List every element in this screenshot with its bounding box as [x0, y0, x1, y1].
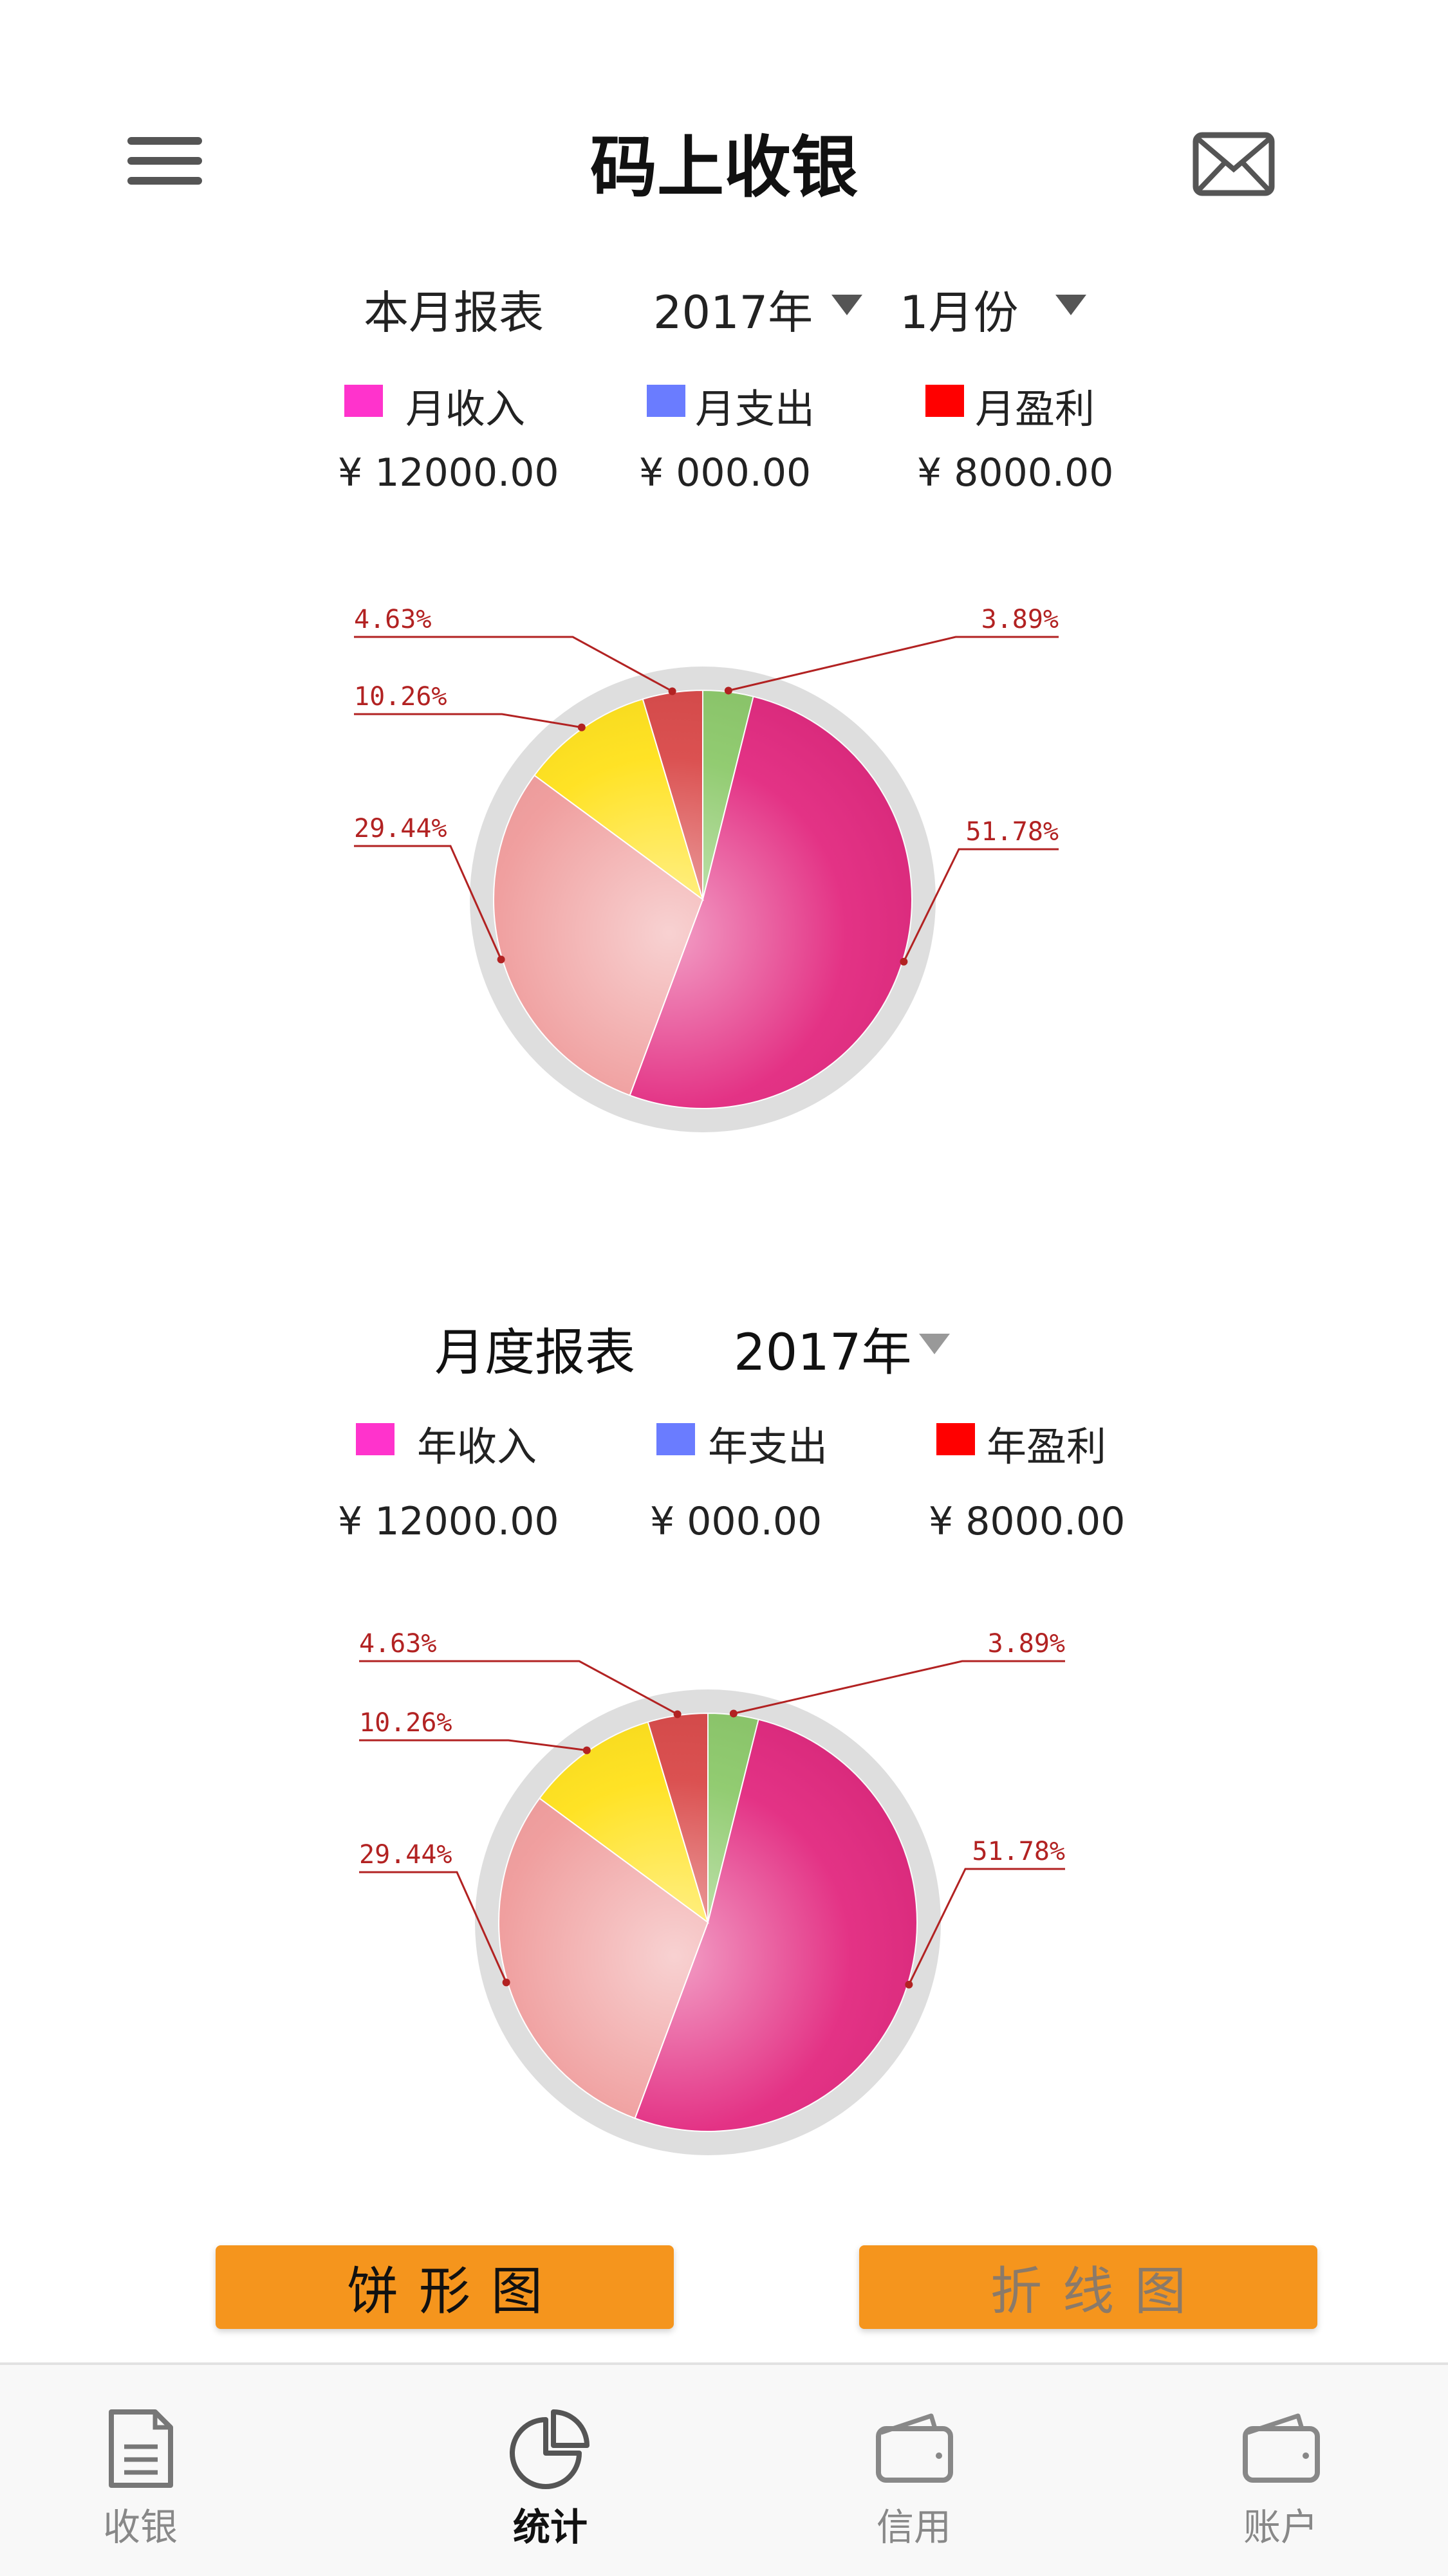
- legend-label-yearly-income: 年收入: [417, 1423, 537, 1470]
- month-dropdown-arrow-icon[interactable]: [1055, 295, 1086, 315]
- document-icon: [109, 2409, 173, 2488]
- pie-leader-arrow: [502, 1978, 510, 1987]
- pie-leader-line: [354, 636, 673, 692]
- yearly-profit-amount: ¥ 8000.00: [929, 1499, 1126, 1544]
- pie-leader-arrow: [729, 1709, 738, 1718]
- pie-leader-arrow: [905, 1980, 913, 1989]
- pie-chart-icon: [510, 2409, 589, 2489]
- tab-cashier[interactable]: 收银: [44, 2365, 237, 2576]
- pie-leader-arrow: [673, 1710, 682, 1718]
- year-dropdown-arrow-icon[interactable]: [831, 295, 862, 315]
- pie-percent-label: 3.89%: [988, 1629, 1065, 1659]
- tab-label: 统计: [512, 2505, 588, 2549]
- legend-swatch-profit: [925, 385, 964, 417]
- legend-swatch-income: [344, 385, 383, 417]
- pie-leader-line: [359, 1660, 678, 1715]
- pie-leader-line: [354, 713, 582, 729]
- pie-leader-arrow: [582, 1746, 591, 1754]
- wallet-icon: [1243, 2413, 1320, 2483]
- line-chart-button[interactable]: 折线图: [859, 2245, 1317, 2329]
- yearly-pie-chart: 3.89% 51.78% 29.44% 10.26% 4.63%: [359, 1629, 1066, 2155]
- legend-label-monthly-income: 月收入: [405, 385, 526, 432]
- year-select[interactable]: 2017年: [653, 286, 813, 339]
- pie-leader-line: [359, 1739, 587, 1752]
- pie-leader-line: [908, 1868, 1065, 1985]
- monthly-income-amount: ¥ 12000.00: [338, 450, 559, 495]
- pie-leader-arrow: [724, 686, 732, 695]
- page-title: 码上收银: [589, 128, 858, 207]
- pie-leader-line: [903, 848, 1059, 962]
- legend-swatch-year-expense: [656, 1423, 695, 1455]
- pie-percent-label: 29.44%: [354, 814, 447, 843]
- monthly-profit-amount: ¥ 8000.00: [917, 450, 1114, 495]
- pie-leader-line: [733, 1660, 1065, 1715]
- legend-label-monthly-profit: 月盈利: [975, 385, 1095, 432]
- tab-credit[interactable]: 信用: [817, 2365, 1010, 2576]
- bottom-tab-bar: 收银 统计 信用 账户: [0, 2362, 1448, 2576]
- pie-leader-line: [728, 636, 1059, 692]
- pie-leader-arrow: [497, 955, 505, 964]
- pie-leader-arrow: [668, 687, 676, 695]
- legend-swatch-year-income: [356, 1423, 394, 1455]
- tab-label: 收银: [102, 2505, 178, 2549]
- pie-leader-arrow: [577, 723, 586, 731]
- wallet-icon: [876, 2413, 953, 2483]
- pie-percent-label: 51.78%: [966, 817, 1059, 847]
- yearly-year-select[interactable]: 2017年: [734, 1324, 912, 1382]
- pie-leader-line: [354, 845, 502, 961]
- month-select[interactable]: 1月份: [900, 286, 1019, 339]
- pie-leader-arrow: [900, 957, 908, 966]
- legend-label-monthly-expense: 月支出: [695, 385, 815, 432]
- legend-label-yearly-expense: 年支出: [708, 1423, 828, 1470]
- yearly-dropdown-arrow-icon[interactable]: [919, 1334, 950, 1354]
- monthly-pie-chart: 3.89% 51.78% 29.44% 10.26% 4.63%: [354, 605, 1059, 1132]
- legend-swatch-expense: [647, 385, 685, 417]
- pie-percent-label: 10.26%: [354, 682, 447, 712]
- pie-percent-label: 51.78%: [972, 1837, 1066, 1866]
- hamburger-menu-icon[interactable]: [127, 132, 202, 190]
- pie-chart-button[interactable]: 饼形图: [216, 2245, 674, 2329]
- legend-label-yearly-profit: 年盈利: [987, 1423, 1107, 1470]
- tab-account[interactable]: 账户: [1184, 2365, 1377, 2576]
- pie-percent-label: 10.26%: [359, 1708, 452, 1738]
- tab-label: 账户: [1243, 2505, 1318, 2549]
- yearly-expense-amount: ¥ 000.00: [650, 1499, 822, 1544]
- pie-percent-label: 3.89%: [981, 605, 1059, 634]
- monthly-report-title: 本月报表: [364, 286, 544, 339]
- yearly-income-amount: ¥ 12000.00: [338, 1499, 559, 1544]
- envelope-icon[interactable]: [1193, 132, 1275, 196]
- pie-percent-label: 29.44%: [359, 1840, 452, 1870]
- pie-percent-label: 4.63%: [354, 605, 431, 634]
- pie-leader-line: [359, 1871, 507, 1983]
- tab-statistics[interactable]: 统计: [454, 2365, 647, 2576]
- yearly-report-title: 月度报表: [434, 1324, 636, 1382]
- pie-percent-label: 4.63%: [359, 1629, 436, 1659]
- tab-label: 信用: [876, 2505, 951, 2549]
- monthly-expense-amount: ¥ 000.00: [639, 450, 812, 495]
- legend-swatch-year-profit: [936, 1423, 975, 1455]
